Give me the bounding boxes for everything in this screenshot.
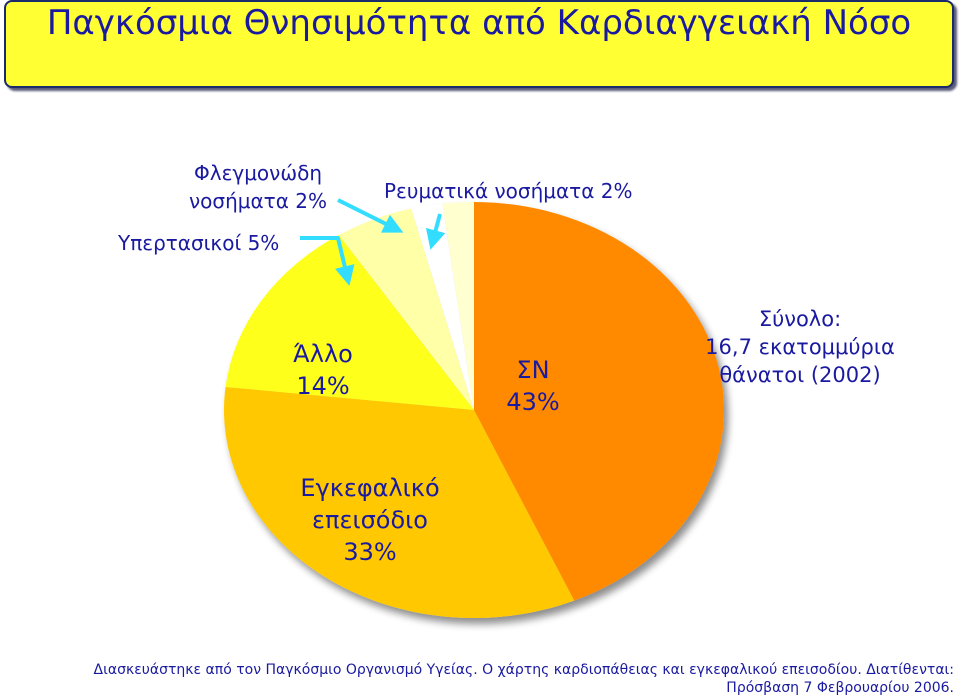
arrow-rheumatic bbox=[425, 213, 446, 250]
title-box bbox=[4, 0, 954, 88]
label-stroke: Εγκεφαλικό επεισόδιο 33% bbox=[300, 474, 439, 566]
slice-stroke bbox=[224, 386, 575, 618]
source-line-2: Πρόσβαση 7 Φεβρουαρίου 2006. bbox=[726, 680, 954, 696]
slice-other bbox=[225, 235, 474, 410]
slice-inflammatory bbox=[411, 203, 474, 410]
label-hypertensive: Υπερτασικοί 5% bbox=[117, 231, 279, 255]
source-line-1: Διασκευάστηκε από τον Παγκόσμιο Οργανισμ… bbox=[93, 662, 954, 678]
arrow-hypertensive bbox=[300, 236, 355, 286]
source-note: Διασκευάστηκε από τον Παγκόσμιο Οργανισμ… bbox=[0, 661, 960, 697]
label-cad: ΣΝ 43% bbox=[506, 356, 559, 416]
slice-rheumatic bbox=[442, 202, 474, 410]
arrow-inflammatory bbox=[337, 198, 404, 233]
slice-cad bbox=[474, 202, 724, 601]
chart-title: Παγκόσμια Θνησιμότητα από Καρδιαγγειακή … bbox=[46, 3, 912, 43]
label-rheumatic: Ρευματικά νοσήματα 2% bbox=[384, 179, 632, 203]
total-annotation: Σύνολο: 16,7 εκατομμύρια θάνατοι (2002) bbox=[705, 307, 895, 387]
label-other: Άλλο 14% bbox=[293, 340, 353, 400]
slice-hypertensive bbox=[338, 208, 474, 410]
label-inflammatory: Φλεγμονώδη νοσήματα 2% bbox=[189, 161, 327, 213]
